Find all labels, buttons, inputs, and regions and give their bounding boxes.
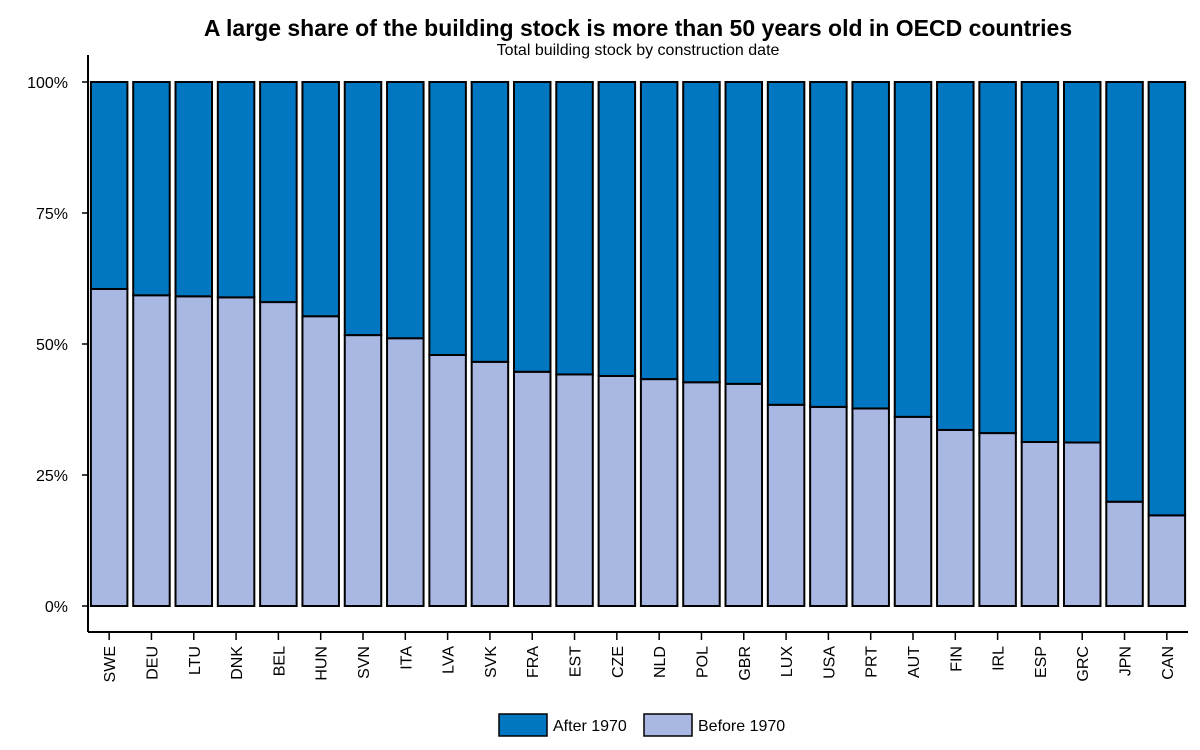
- x-tick-label-fra: FRA: [525, 646, 542, 678]
- bar-after-1970-ita: [386, 81, 425, 340]
- x-tick-label-hun: HUN: [314, 646, 331, 681]
- chart-subtitle: Total building stock by construction dat…: [497, 42, 780, 59]
- bar-before-1970-pol: [682, 381, 721, 608]
- bar-before-1970-jpn: [1105, 500, 1144, 607]
- x-tick-label-prt: PRT: [864, 646, 881, 678]
- bar-after-1970-usa: [809, 81, 848, 408]
- legend-label-before-1970: Before 1970: [698, 718, 785, 735]
- x-tick-label-pol: POL: [694, 646, 711, 678]
- bars-layer: [89, 81, 1187, 608]
- bar-after-1970-fra: [512, 81, 552, 373]
- bar-after-1970-hun: [301, 81, 340, 318]
- chart-title: A large share of the building stock is m…: [204, 15, 1072, 41]
- bar-before-1970-gbr: [724, 382, 764, 607]
- x-tick-label-ltu: LTU: [187, 646, 204, 675]
- x-tick-label-cze: CZE: [610, 646, 627, 678]
- y-tick-label: 25%: [36, 468, 68, 485]
- bar-before-1970-irl: [978, 432, 1017, 607]
- bar-before-1970-nld: [639, 378, 679, 607]
- x-tick-label-gbr: GBR: [737, 646, 754, 681]
- bar-after-1970-lva: [428, 81, 467, 357]
- bar-after-1970-nld: [639, 81, 679, 381]
- y-tick-label: 0%: [45, 599, 68, 616]
- bar-before-1970-prt: [851, 407, 890, 607]
- legend-swatch-after-1970: [498, 713, 548, 737]
- bar-after-1970-est: [555, 81, 594, 376]
- legend-label-after-1970: After 1970: [553, 718, 627, 735]
- bar-after-1970-cze: [597, 81, 637, 377]
- bar-before-1970-aut: [893, 415, 933, 607]
- bar-before-1970-ltu: [174, 295, 214, 607]
- x-tick-label-svk: SVK: [483, 646, 500, 678]
- bar-before-1970-esp: [1020, 440, 1060, 607]
- x-tick-label-aut: AUT: [906, 646, 923, 678]
- bar-before-1970-dnk: [216, 296, 256, 607]
- bar-before-1970-lva: [428, 354, 467, 607]
- x-tick-label-fin: FIN: [948, 646, 965, 672]
- bar-after-1970-swe: [89, 81, 129, 290]
- bar-before-1970-est: [555, 373, 594, 607]
- x-tick-label-dnk: DNK: [229, 646, 246, 680]
- legend: After 1970 Before 1970: [498, 713, 785, 737]
- bar-before-1970-bel: [259, 301, 298, 607]
- bar-before-1970-ita: [386, 337, 425, 607]
- bar-after-1970-deu: [132, 81, 171, 297]
- bar-before-1970-lux: [766, 403, 806, 607]
- y-tick-label: 50%: [36, 337, 68, 354]
- bar-before-1970-fra: [512, 370, 552, 607]
- x-tick-label-svn: SVN: [356, 646, 373, 679]
- bar-after-1970-dnk: [216, 81, 256, 299]
- x-tick-label-jpn: JPN: [1118, 646, 1135, 676]
- bar-after-1970-ltu: [174, 81, 214, 298]
- x-tick-label-swe: SWE: [102, 646, 119, 682]
- x-tick-label-lva: LVA: [441, 646, 458, 674]
- x-tick-label-usa: USA: [821, 646, 838, 679]
- bar-before-1970-grc: [1062, 441, 1102, 607]
- bar-after-1970-svk: [470, 81, 510, 363]
- bar-after-1970-fin: [936, 81, 975, 431]
- bar-after-1970-lux: [766, 81, 806, 406]
- bar-before-1970-hun: [301, 315, 340, 607]
- bar-after-1970-pol: [682, 81, 721, 384]
- bar-after-1970-aut: [893, 81, 933, 418]
- axes-layer: SWE DEU LTU DNK BEL HUN SVN ITA LVA SVK FRA EST CZE N…: [27, 55, 1188, 682]
- bar-before-1970-deu: [132, 294, 171, 607]
- x-tick-label-nld: NLD: [652, 646, 669, 678]
- bar-before-1970-svn: [343, 334, 383, 607]
- bar-before-1970-usa: [809, 405, 848, 607]
- bar-after-1970-grc: [1062, 81, 1102, 444]
- bar-after-1970-jpn: [1105, 81, 1144, 503]
- bar-after-1970-svn: [343, 81, 383, 337]
- y-tick-label: 100%: [27, 75, 68, 92]
- bar-before-1970-svk: [470, 360, 510, 608]
- x-tick-label-esp: ESP: [1033, 646, 1050, 678]
- x-tick-label-ita: ITA: [398, 646, 415, 670]
- x-tick-label-bel: BEL: [271, 646, 288, 676]
- bar-before-1970-fin: [936, 428, 975, 607]
- bar-after-1970-can: [1147, 81, 1187, 517]
- x-tick-label-can: CAN: [1160, 646, 1177, 680]
- x-tick-label-grc: GRC: [1075, 646, 1092, 682]
- bar-after-1970-bel: [259, 81, 298, 304]
- x-tick-label-irl: IRL: [991, 646, 1008, 671]
- y-tick-label: 75%: [36, 206, 68, 223]
- bar-before-1970-cze: [597, 374, 637, 607]
- bar-after-1970-gbr: [724, 81, 764, 385]
- bar-after-1970-irl: [978, 81, 1017, 435]
- bar-after-1970-esp: [1020, 81, 1060, 443]
- bar-before-1970-swe: [89, 287, 129, 607]
- bar-before-1970-can: [1147, 514, 1187, 608]
- x-tick-label-est: EST: [568, 646, 585, 677]
- x-tick-label-deu: DEU: [144, 646, 161, 680]
- bar-after-1970-prt: [851, 81, 890, 410]
- x-tick-label-lux: LUX: [779, 646, 796, 677]
- legend-swatch-before-1970: [643, 713, 693, 737]
